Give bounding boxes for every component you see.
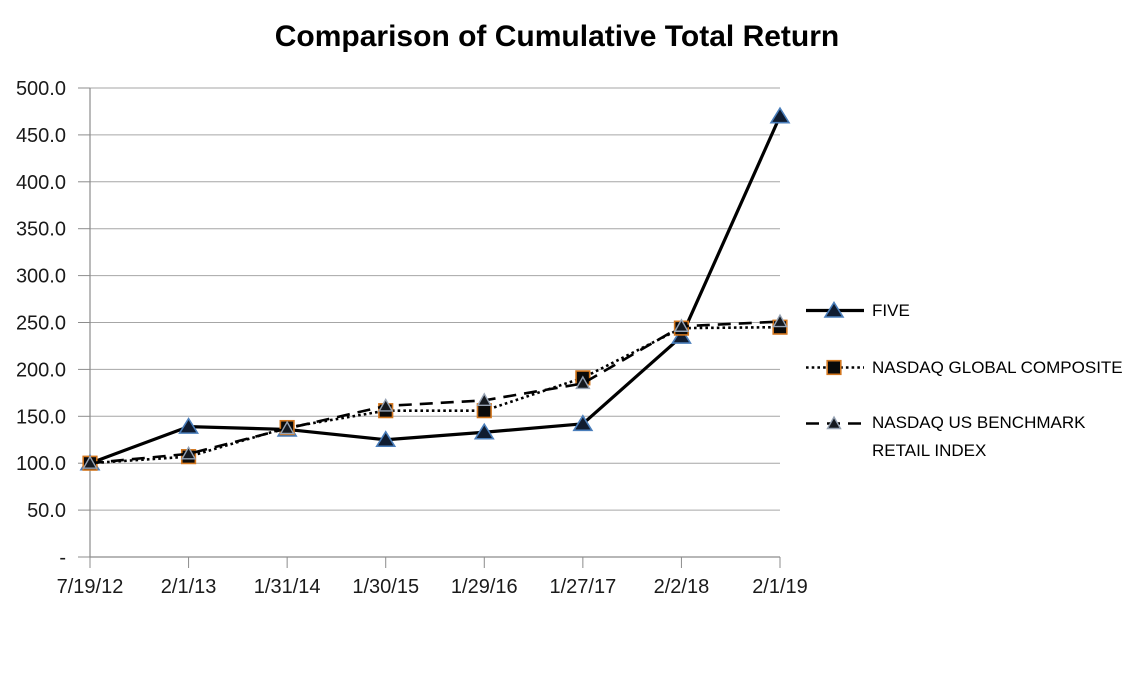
legend-composite-line-marker-icon <box>806 359 864 376</box>
legend-text: NASDAQ US BENCHMARK <box>872 413 1086 432</box>
y-tick-label: 500.0 <box>16 78 66 100</box>
series-marker-nasdaq-us-benchmark-retail-index <box>772 313 788 328</box>
legend-text: FIVE <box>872 301 910 320</box>
y-tick-label: 300.0 <box>16 266 66 288</box>
y-tick-label: - <box>59 547 66 569</box>
series-marker-five <box>473 422 495 440</box>
x-tick-label: 1/31/14 <box>254 576 321 598</box>
legend-item-nasdaq-us-benchmark-retail-index: NASDAQ US BENCHMARK RETAIL INDEX <box>806 409 1085 465</box>
x-tick-label: 7/19/12 <box>57 576 124 598</box>
series-marker-nasdaq-us-benchmark-retail-index <box>575 375 591 390</box>
y-tick-label: 100.0 <box>16 453 66 475</box>
series-marker-nasdaq-us-benchmark-retail-index <box>180 445 197 460</box>
y-tick-label: 150.0 <box>16 406 66 428</box>
series-line-five <box>89 115 782 465</box>
series-marker-five <box>572 414 594 432</box>
legend-text: RETAIL INDEX <box>872 441 987 460</box>
series-line-nasdaq-us-benchmark-retail-index <box>89 320 781 465</box>
y-tick-label: 200.0 <box>16 359 66 381</box>
legend-text: NASDAQ GLOBAL COMPOSITE <box>872 358 1123 377</box>
x-tick-label: 2/1/13 <box>161 576 217 598</box>
y-tick-label: 400.0 <box>16 172 66 194</box>
x-tick-label: 1/29/16 <box>451 576 518 598</box>
y-tick-label: 350.0 <box>16 219 66 241</box>
legend-sample-marker <box>823 300 845 318</box>
y-tick-label: 450.0 <box>16 125 66 147</box>
x-tick-label: 1/30/15 <box>352 576 419 598</box>
chart-title: Comparison of Cumulative Total Return <box>274 20 840 53</box>
series-marker-nasdaq-us-benchmark-retail-index <box>378 398 394 412</box>
legend-label-five: FIVE <box>872 300 910 321</box>
legend-item-five: FIVE <box>806 300 910 321</box>
series-marker-nasdaq-us-benchmark-retail-index <box>279 420 295 435</box>
legend-sample-marker <box>826 359 842 376</box>
legend-label-nasdaq-global-composite: NASDAQ GLOBAL COMPOSITE <box>872 357 1123 378</box>
legend-five-line-marker-icon <box>806 300 864 318</box>
series-marker-five <box>769 106 791 124</box>
legend-sample-marker <box>826 415 842 430</box>
legend-item-nasdaq-global-composite: NASDAQ GLOBAL COMPOSITE <box>806 357 1123 378</box>
series-marker-nasdaq-us-benchmark-retail-index <box>476 392 492 407</box>
series-marker-five <box>178 417 200 434</box>
series-marker-five <box>670 327 692 344</box>
series-marker-nasdaq-us-benchmark-retail-index <box>82 455 98 469</box>
series-line-nasdaq-global-composite <box>89 325 781 465</box>
x-tick-label: 1/27/17 <box>549 576 616 598</box>
legend-label-nasdaq-us-benchmark-retail-index: NASDAQ US BENCHMARK RETAIL INDEX <box>872 409 1085 465</box>
y-tick-label: 250.0 <box>16 313 66 335</box>
legend-retail-line-marker-icon <box>806 415 864 430</box>
x-tick-label: 2/1/19 <box>752 576 808 598</box>
y-tick-label: 50.0 <box>27 500 66 522</box>
series-marker-five <box>375 430 397 448</box>
x-tick-label: 2/2/18 <box>654 576 710 598</box>
series-marker-nasdaq-us-benchmark-retail-index <box>673 318 690 332</box>
